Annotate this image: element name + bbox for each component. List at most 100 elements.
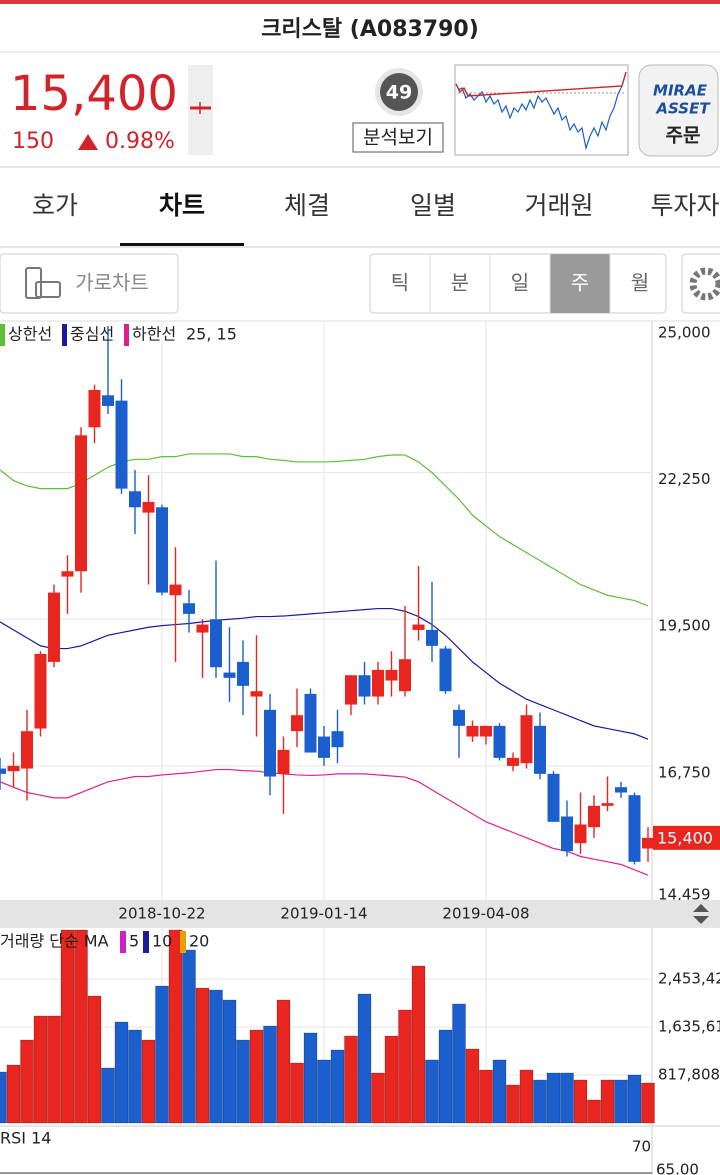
tab[interactable]: 거래원 <box>524 191 593 220</box>
volume-bar <box>249 1029 264 1124</box>
stock-title: 크리스탈 (A083790) <box>261 17 479 42</box>
volume-bar <box>290 1062 304 1124</box>
volume-bar <box>479 1069 493 1124</box>
landscape-button[interactable] <box>0 253 179 314</box>
candle-body <box>0 768 6 774</box>
volume-bar <box>141 1039 156 1124</box>
volume-bar <box>128 1029 142 1124</box>
phone-icon-rotated <box>35 281 61 298</box>
volume-bar <box>74 929 88 1124</box>
candle-body <box>318 736 330 758</box>
landscape-label: 가로차트 <box>75 271 149 295</box>
candle-body <box>237 661 249 686</box>
price-chart: 25,000 22,250 19,500 16,750 14,459 15,400 상한선 중… <box>0 321 720 1126</box>
tab[interactable]: 일별 <box>410 191 456 220</box>
volume-bar <box>425 1059 439 1124</box>
volume-bar <box>506 1084 520 1124</box>
period-active <box>550 254 610 313</box>
candle-body <box>223 672 236 678</box>
candle-body <box>372 669 384 697</box>
candle-body <box>34 653 47 729</box>
volume-bar <box>357 993 372 1124</box>
legend-label: 상한선 <box>8 325 52 344</box>
period-button[interactable]: 일 <box>511 271 529 295</box>
analysis-button[interactable] <box>352 122 444 153</box>
y-tick-label: 2,453,425 <box>658 970 720 988</box>
volume-bar <box>87 995 102 1124</box>
gear-icon <box>689 267 720 301</box>
volume-bar <box>492 1059 507 1124</box>
period-button[interactable]: 틱 <box>391 271 409 295</box>
y-tick-label: 817,808 <box>658 1066 720 1084</box>
candle-body <box>183 603 195 614</box>
volume-bar <box>411 965 426 1124</box>
settings-button[interactable] <box>681 253 720 314</box>
legend-label: 중심선 <box>70 325 114 344</box>
scroll-up[interactable] <box>693 904 709 912</box>
volume-bar <box>330 1049 345 1124</box>
tab[interactable]: 체결 <box>284 191 330 220</box>
score-badge[interactable] <box>380 73 418 111</box>
legend-swatch <box>120 931 126 953</box>
candle-body <box>88 389 101 428</box>
sparkline-up <box>455 71 627 97</box>
x-tick-label: 2019-01-14 <box>280 905 367 923</box>
volume-bar <box>33 1015 48 1124</box>
legend-swatch <box>0 324 5 346</box>
period-button[interactable]: 월 <box>631 271 649 295</box>
analysis-label: 분석보기 <box>363 127 433 149</box>
scroll-down[interactable] <box>693 916 709 924</box>
candle-body <box>466 725 479 737</box>
candle-body <box>115 400 128 489</box>
volume-bar <box>438 1029 453 1124</box>
volume-bar <box>465 1048 480 1124</box>
volume-bar <box>533 1079 547 1124</box>
candle-body <box>561 816 573 852</box>
candle-body <box>588 805 600 828</box>
volume-bar <box>236 1039 250 1124</box>
candle-body <box>48 592 60 662</box>
candle-body <box>547 773 560 822</box>
candle-body <box>61 571 74 577</box>
y-tick-label: 1,635,617 <box>658 1018 720 1036</box>
legend-params: 25, 15 <box>186 325 237 344</box>
candle-body <box>534 725 546 774</box>
volume-bar <box>47 1015 61 1124</box>
order-label: 주문 <box>666 125 701 147</box>
candle-body <box>439 648 452 692</box>
tab[interactable]: 투자자 <box>650 191 719 220</box>
candle-body <box>520 715 533 764</box>
legend-swatch <box>143 931 149 953</box>
candle-body <box>156 507 168 593</box>
period-button[interactable]: 주 <box>571 271 589 295</box>
candle-body <box>21 731 33 769</box>
order-button[interactable] <box>638 64 719 157</box>
volume-bar <box>0 1071 7 1124</box>
volume-bar <box>398 1009 412 1124</box>
candle-body <box>129 491 141 508</box>
tab[interactable]: 호가 <box>32 191 78 220</box>
period-button[interactable]: 분 <box>451 271 469 295</box>
volume-title: 거래량 단순 MA <box>0 932 109 951</box>
volume-bar <box>600 1079 615 1124</box>
volume-bar <box>641 1082 655 1124</box>
sparkline <box>457 85 623 151</box>
volume-bar <box>317 1059 331 1124</box>
candle-body <box>169 584 182 596</box>
volume-bar <box>114 1021 129 1124</box>
candle-body <box>102 395 114 406</box>
candle-body <box>412 624 425 630</box>
up-arrow <box>78 134 98 150</box>
candle-body <box>399 659 411 692</box>
candle-body <box>345 675 357 705</box>
candle-body <box>426 629 438 646</box>
sparkline-box[interactable] <box>454 64 629 156</box>
candle-body <box>385 669 398 681</box>
tab[interactable]: 차트 <box>159 191 205 220</box>
volume-bar <box>6 1064 21 1124</box>
candle-body <box>210 619 222 668</box>
candle-body <box>642 837 654 849</box>
candle-body <box>453 709 465 726</box>
